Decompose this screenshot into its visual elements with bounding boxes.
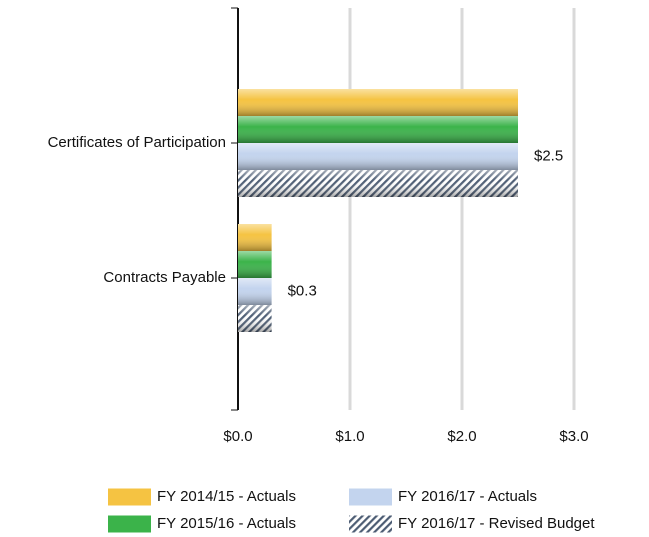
x-tick-label: $2.0 <box>447 428 476 445</box>
bar <box>238 116 518 143</box>
legend-swatch <box>349 515 392 533</box>
legend-swatch <box>349 488 392 506</box>
bar <box>238 89 518 116</box>
y-tick-label: Certificates of Participation <box>48 134 226 151</box>
bar <box>238 143 518 170</box>
legend-label: FY 2016/17 - Revised Budget <box>398 515 595 532</box>
legend-label: FY 2016/17 - Actuals <box>398 488 537 505</box>
legend-label: FY 2014/15 - Actuals <box>157 488 296 505</box>
bar <box>238 224 272 251</box>
data-label: $2.5 <box>534 147 563 164</box>
x-tick-label: $0.0 <box>223 428 252 445</box>
bar <box>238 170 518 197</box>
bar <box>238 305 272 332</box>
legend-swatch <box>108 488 151 506</box>
bar <box>238 278 272 305</box>
y-tick-label: Contracts Payable <box>103 269 226 286</box>
legend-label: FY 2015/16 - Actuals <box>157 515 296 532</box>
legend-swatch <box>108 515 151 533</box>
x-tick-label: $1.0 <box>335 428 364 445</box>
data-label: $0.3 <box>288 282 317 299</box>
bar <box>238 251 272 278</box>
x-tick-label: $3.0 <box>559 428 588 445</box>
